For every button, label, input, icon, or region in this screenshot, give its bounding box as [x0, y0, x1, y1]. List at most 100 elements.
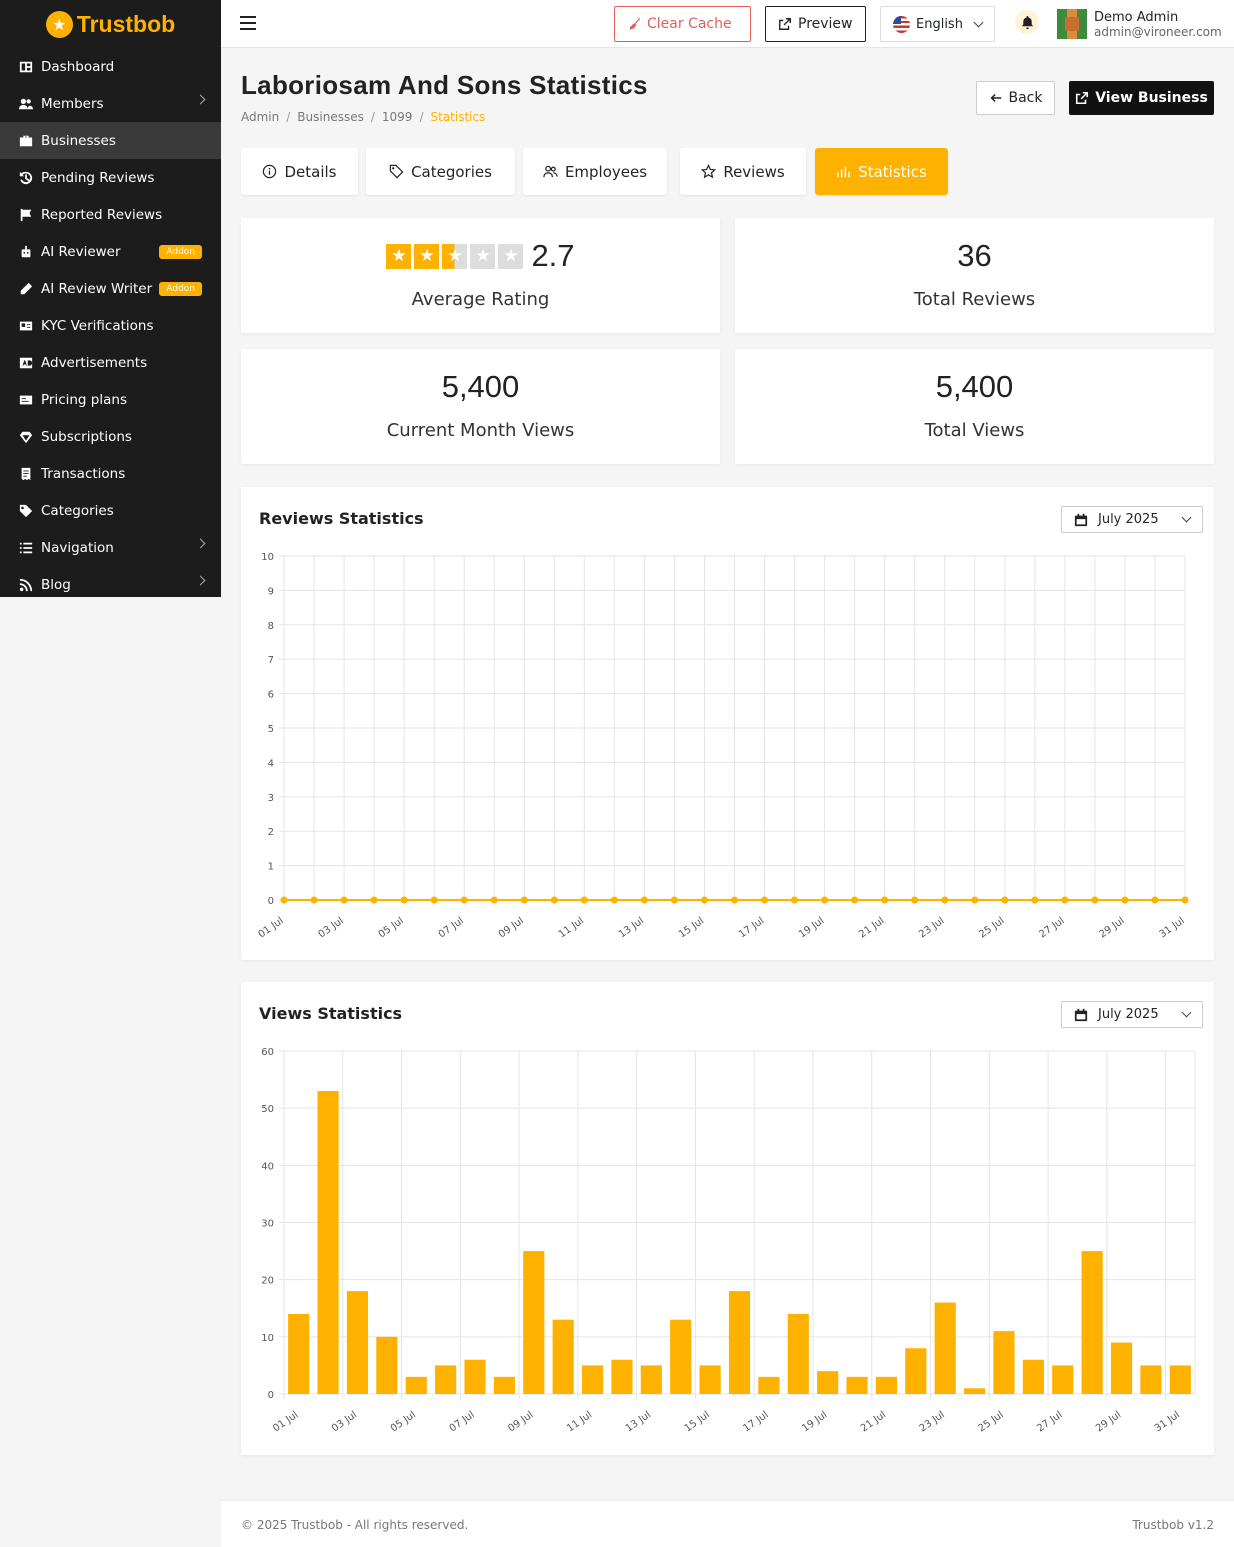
- addon-badge: Addon: [159, 281, 202, 296]
- tab-label: Categories: [411, 162, 492, 181]
- y-tick-label: 9: [268, 586, 274, 597]
- ad-icon: [18, 355, 33, 370]
- x-tick-label: 21 Jul: [859, 1409, 888, 1434]
- sidebar-item-label: Subscriptions: [41, 428, 132, 445]
- sidebar-item-dashboard[interactable]: Dashboard: [0, 48, 221, 85]
- x-tick-label: 23 Jul: [918, 1409, 947, 1434]
- x-tick-label: 13 Jul: [617, 915, 646, 940]
- point-16-jul: [731, 896, 738, 904]
- sidebar-item-categories[interactable]: Categories: [0, 492, 221, 529]
- x-tick-label: 19 Jul: [797, 915, 826, 940]
- views-bar-chart: 0 10 20 30 40 50 60 01 Jul 03 Jul 05 Jul 07 Jul 09 …: [261, 1047, 1196, 1434]
- tab-reviews[interactable]: Reviews: [680, 148, 806, 195]
- rss-icon: [18, 577, 33, 592]
- sidebar-item-navigation[interactable]: Navigation: [0, 529, 221, 566]
- tab-label: Details: [284, 162, 337, 181]
- list-icon: [18, 540, 33, 555]
- y-tick-label: 0: [268, 1390, 274, 1401]
- language-label: English: [916, 16, 963, 32]
- tab-categories[interactable]: Categories: [366, 148, 515, 195]
- brand-logo[interactable]: ★ Trustbob: [0, 0, 221, 48]
- x-tick-label: 29 Jul: [1094, 1409, 1123, 1434]
- sidebar-item-members[interactable]: Members: [0, 85, 221, 122]
- breadcrumb-admin[interactable]: Admin: [241, 110, 280, 124]
- total-reviews-card: 36 Total Reviews: [735, 218, 1214, 333]
- point-11-jul: [580, 896, 588, 904]
- bar-27-jul: [1052, 1365, 1074, 1394]
- sidebar-item-ai-reviewer[interactable]: AI Reviewer Addon: [0, 233, 221, 270]
- point-03-jul: [340, 896, 348, 904]
- reviews-line-chart: 0 1 2 3 4 5 6 7 8 9 10 01 Jul 03 Jul 05 Jul 07 Jul 09 J…: [257, 552, 1189, 940]
- user-name[interactable]: Demo Admin: [1094, 10, 1179, 25]
- menu-toggle-icon[interactable]: [240, 16, 256, 30]
- logo-star-icon: ★: [45, 10, 73, 38]
- view-business-button[interactable]: View Business: [1069, 81, 1214, 115]
- sidebar-item-advertisements[interactable]: Advertisements: [0, 344, 221, 381]
- sidebar-item-label: Businesses: [41, 132, 116, 149]
- history-icon: [18, 170, 33, 185]
- y-tick-label: 8: [268, 621, 274, 632]
- point-06-jul: [430, 896, 438, 904]
- bar-09-jul: [523, 1251, 545, 1394]
- sidebar-item-ai-review-writer[interactable]: AI Review Writer Addon: [0, 270, 221, 307]
- footer-copyright: © 2025 Trustbob - All rights reserved.: [241, 1518, 469, 1532]
- bar-10-jul: [552, 1319, 574, 1394]
- x-tick-label: 03 Jul: [317, 915, 346, 940]
- x-tick-label: 09 Jul: [506, 1409, 535, 1434]
- back-button[interactable]: Back: [976, 81, 1055, 115]
- tab-employees[interactable]: Employees: [523, 148, 667, 195]
- rating-star-icon: ★: [498, 243, 524, 269]
- tab-label: Reviews: [723, 162, 785, 181]
- bar-03-jul: [346, 1291, 369, 1394]
- current-month-views-label: Current Month Views: [386, 420, 575, 441]
- sidebar-item-businesses[interactable]: Businesses: [0, 122, 221, 159]
- breadcrumb-businesses[interactable]: Businesses: [297, 110, 364, 124]
- x-tick-label: 27 Jul: [1037, 915, 1066, 940]
- x-tick-label: 29 Jul: [1097, 915, 1126, 940]
- chevron-down-icon: [973, 17, 984, 27]
- bar-26-jul: [1022, 1359, 1044, 1394]
- notification-bell-icon[interactable]: [1015, 10, 1039, 34]
- bar-28-jul: [1081, 1251, 1103, 1394]
- breadcrumb: Admin / Businesses / 1099 / Statistics: [241, 110, 485, 124]
- reviews-month-select[interactable]: July 2025: [1061, 506, 1203, 533]
- tag-icon: [18, 503, 33, 518]
- sidebar-item-label: KYC Verifications: [41, 317, 154, 334]
- point-10-jul: [550, 896, 558, 904]
- point-25-jul: [1001, 896, 1009, 904]
- point-15-jul: [700, 896, 708, 904]
- tab-statistics[interactable]: Statistics: [815, 148, 948, 195]
- y-tick-label: 30: [261, 1219, 274, 1230]
- rating-stars: ★ ★ ★ ★ ★: [386, 243, 524, 269]
- avatar[interactable]: [1057, 9, 1087, 39]
- point-21-jul: [881, 896, 889, 904]
- receipt-icon: [18, 466, 33, 481]
- views-chart-title: Views Statistics: [259, 1004, 403, 1023]
- sidebar-item-reported-reviews[interactable]: Reported Reviews: [0, 196, 221, 233]
- preview-button[interactable]: Preview: [765, 6, 866, 42]
- clear-cache-button[interactable]: Clear Cache: [614, 6, 751, 42]
- total-views-card: 5,400 Total Views: [735, 349, 1214, 464]
- language-select[interactable]: English: [880, 6, 995, 42]
- sidebar-item-pricing-plans[interactable]: Pricing plans: [0, 381, 221, 418]
- price-icon: [18, 392, 33, 407]
- bar-13-jul: [640, 1365, 662, 1394]
- y-tick-label: 1: [268, 862, 274, 873]
- members-icon: [18, 96, 33, 111]
- sidebar-item-subscriptions[interactable]: Subscriptions: [0, 418, 221, 455]
- sidebar-item-kyc-verifications[interactable]: KYC Verifications: [0, 307, 221, 344]
- addon-badge: Addon: [159, 244, 202, 259]
- breadcrumb-id[interactable]: 1099: [381, 110, 413, 124]
- x-tick-label: 17 Jul: [737, 915, 766, 940]
- y-tick-label: 7: [268, 655, 274, 666]
- tab-details[interactable]: Details: [241, 148, 358, 195]
- sidebar-item-transactions[interactable]: Transactions: [0, 455, 221, 492]
- breadcrumb-current: Statistics: [430, 110, 486, 124]
- point-04-jul: [370, 896, 378, 904]
- views-month-select[interactable]: July 2025: [1061, 1001, 1203, 1028]
- x-tick-label: 23 Jul: [917, 915, 946, 940]
- sidebar-item-pending-reviews[interactable]: Pending Reviews: [0, 159, 221, 196]
- bar-23-jul: [934, 1302, 956, 1394]
- sidebar-item-blog[interactable]: Blog: [0, 566, 221, 597]
- star-icon: [701, 164, 717, 179]
